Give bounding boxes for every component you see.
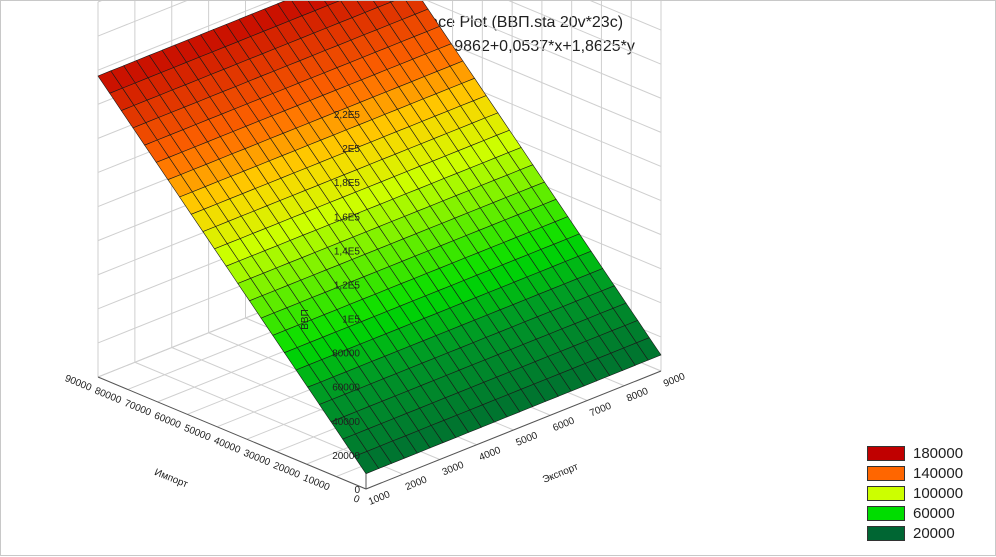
surface-mesh: [97, 1, 662, 475]
z-tick-label: 1E5: [342, 315, 360, 326]
grid-line: [590, 1, 662, 31]
z-tick-label: 0: [354, 485, 360, 496]
z-tick-label: 2,2E5: [334, 110, 361, 121]
right-tick-label: 2000: [404, 474, 429, 493]
left-tick-label: 10000: [301, 473, 331, 494]
legend-label: 100000: [913, 484, 964, 502]
left-tick-label: 50000: [182, 423, 212, 444]
left-axis-label: Импорт: [153, 467, 190, 490]
right-tick-label: 7000: [588, 401, 613, 420]
right-tick-label: 8000: [625, 386, 650, 405]
legend-item: 60000: [867, 503, 996, 523]
legend: 180000 140000 100000 60000 20000: [867, 443, 996, 543]
legend-item: 180000: [867, 443, 996, 463]
right-tick-label: 4000: [478, 445, 503, 464]
right-tick-label: 9000: [662, 371, 687, 390]
left-tick-label: 60000: [152, 410, 182, 431]
left-tick-label: 90000: [63, 373, 93, 394]
left-tick-label: 0: [352, 493, 362, 505]
grid-line: [508, 1, 662, 65]
grid-line: [426, 1, 662, 99]
surface-cell: [636, 337, 662, 361]
right-tick-label: 1000: [367, 489, 392, 508]
legend-swatch: [867, 445, 905, 461]
legend-swatch: [867, 505, 905, 521]
legend-swatch: [867, 465, 905, 481]
left-tick-label: 70000: [123, 398, 153, 419]
left-tick-label: 20000: [272, 460, 302, 481]
legend-item: 140000: [867, 463, 996, 483]
left-tick-label: 80000: [93, 386, 123, 407]
left-tick-label: 40000: [212, 435, 242, 456]
z-tick-label: 60000: [332, 383, 360, 394]
z-axis-label: ВВП: [300, 309, 311, 330]
z-tick-label: 1,8E5: [334, 178, 361, 189]
right-tick-label: 6000: [551, 415, 576, 434]
legend-swatch: [867, 485, 905, 501]
z-tick-label: 1,6E5: [334, 212, 361, 223]
z-tick-label: 2E5: [342, 144, 360, 155]
legend-swatch: [867, 525, 905, 541]
axis-line: [365, 370, 662, 490]
z-tick-label: 1,2E5: [334, 280, 361, 291]
legend-label: 140000: [913, 464, 964, 482]
legend-item: 20000: [867, 523, 996, 543]
legend-label: 20000: [913, 524, 955, 542]
right-tick-label: 3000: [441, 460, 466, 479]
legend-label: 60000: [913, 504, 955, 522]
left-tick-label: 30000: [242, 448, 272, 469]
legend-label: 180000: [913, 444, 964, 462]
right-tick-label: 5000: [515, 430, 540, 449]
z-tick-label: 80000: [332, 349, 360, 360]
right-axis-label: Экспорт: [541, 461, 580, 485]
z-tick-label: 20000: [332, 451, 360, 462]
z-tick-label: 1,4E5: [334, 246, 361, 257]
z-tick-label: 40000: [332, 417, 360, 428]
legend-item: 100000: [867, 483, 996, 503]
grid-line: [97, 1, 188, 37]
axis-line: [97, 376, 367, 490]
